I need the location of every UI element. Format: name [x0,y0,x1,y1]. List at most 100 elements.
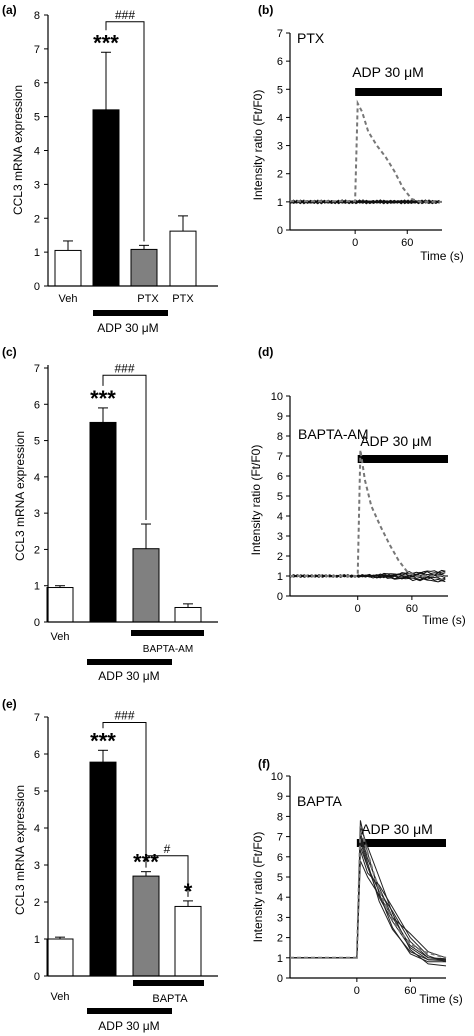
bar [92,109,120,287]
panel-c-label-veh: Veh [51,631,70,643]
x-tick-label: 60 [406,603,418,615]
panel-e-bars: *******#### [46,709,202,977]
panel-c-label: (c) [2,345,17,359]
panel-f-stimulus-label: ADP 30 μM [361,821,433,837]
y-tick-label: 3 [34,860,40,872]
panel-e-label-veh: Veh [51,991,70,1003]
panel-d-condition-label: BAPTA-AM [298,426,369,442]
y-tick-label: 8 [34,10,40,22]
panel-c-y-axis-title: CCL3 mRNA expression [13,431,27,561]
significance-marker: *** [93,30,119,55]
y-tick-label: 6 [34,78,40,90]
y-tick-label: 0 [34,281,40,293]
panel-b-y-axis-title: Intensity ratio (Ft/F0) [251,90,265,201]
bar [132,548,160,623]
panel-a-label-veh: Veh [59,293,78,305]
y-tick-label: 10 [271,771,283,783]
panel-f-plot: 0 1 2 3 4 5 6 7 8 9 10 0 60 [271,771,447,997]
y-tick-label: 9 [277,411,283,423]
stimulus-bar [357,455,448,463]
panel-c-bapta-am-label: BAPTA-AM [143,644,193,655]
panel-d-y-axis-title: Intensity ratio (Ft/F0) [249,445,263,556]
y-tick-label: 7 [277,28,283,40]
cell-trace [289,569,446,578]
y-tick-label: 1 [277,197,283,209]
y-tick-label: 4 [34,823,40,835]
bar [174,905,202,977]
panel-c-bapta-am-condition-bar [131,630,204,636]
response-trace [290,846,447,960]
y-tick-label: 3 [34,508,40,520]
x-tick-label: 0 [354,985,360,997]
panel-a-label-ptx-1: PTX [137,293,159,305]
comparison-bracket [102,374,147,521]
y-tick-label: 6 [34,749,40,761]
comparison-label: ### [115,8,135,22]
y-tick-label: 3 [277,531,283,543]
bar [46,587,74,623]
x-tick-label: 60 [404,985,416,997]
panel-a-bars: *** ### [54,8,197,287]
y-tick-label: 5 [277,491,283,503]
panel-d-plot: 0 1 2 3 4 5 6 7 8 9 10 0 60 [271,391,448,615]
panel-a: (a) CCL3 mRNA expression 0 1 2 3 4 5 6 7 8 *** ##… [2,3,218,335]
panel-a-y-ticks: 0 1 2 3 4 5 6 7 8 [34,10,48,293]
panel-f-x-axis-title: Time (s) [419,992,463,1006]
panel-b-condition-label: PTX [297,30,325,46]
y-tick-label: 0 [277,591,283,603]
y-tick-label: 0 [34,617,40,629]
panel-e-bapta-label: BAPTA [152,993,188,1005]
panel-f-y-axis-title: Intensity ratio (Ft/F0) [251,832,265,943]
panel-c: (c) CCL3 mRNA expression 0 1 2 3 4 5 6 7 *** ###… [2,345,218,683]
panel-c-adp-condition-bar [87,659,172,665]
y-tick-label: 6 [34,399,40,411]
y-tick-label: 4 [277,511,283,523]
y-tick-label: 3 [277,141,283,153]
y-tick-label: 10 [271,391,283,403]
y-tick-label: 6 [277,56,283,68]
y-tick-label: 9 [277,791,283,803]
panel-b-stimulus-label: ADP 30 μM [352,64,424,80]
panel-f: (f) BAPTA Intensity ratio (Ft/F0) 0 1 2 3 4 5… [251,757,463,1006]
y-tick-label: 2 [34,544,40,556]
y-tick-label: 2 [277,169,283,181]
panel-c-bars: *** ### [46,361,202,623]
comparison-bracket [105,21,145,242]
comparison-label: ### [114,709,134,723]
panel-e-y-axis-title: CCL3 mRNA expression [13,785,27,915]
comparison-label: # [164,842,171,856]
x-tick-label: 0 [355,603,361,615]
panel-a-adp-condition-bar [93,310,168,316]
y-tick-label: 4 [277,892,283,904]
y-tick-label: 5 [34,112,40,124]
panel-a-adp-label: ADP 30 μM [97,321,158,335]
bar [169,230,197,287]
y-tick-label: 0 [277,225,283,237]
panel-b-plot: 0 1 2 3 4 5 6 7 0 60 [277,28,442,249]
stimulus-bar [355,88,442,96]
y-tick-label: 7 [34,363,40,375]
panel-e-label: (e) [2,697,17,711]
panel-d-label: (d) [258,345,273,359]
y-tick-label: 2 [277,551,283,563]
panel-f-label: (f) [258,757,270,771]
bar [130,248,158,287]
y-tick-label: 0 [34,971,40,983]
panel-d-x-axis-title: Time (s) [422,613,466,627]
y-tick-label: 4 [34,472,40,484]
y-tick-label: 5 [277,84,283,96]
panel-a-label: (a) [2,3,17,17]
bar [89,421,117,623]
x-tick-label: 60 [401,237,413,249]
control-trace-dashed [290,99,442,203]
panel-e-adp-label: ADP 30 μM [98,1019,159,1033]
y-tick-label: 1 [34,247,40,259]
y-tick-label: 6 [277,471,283,483]
panel-c-adp-label: ADP 30 μM [98,669,159,683]
panel-f-condition-label: BAPTA [297,793,343,809]
y-tick-label: 7 [34,44,40,56]
y-tick-label: 1 [277,953,283,965]
control-trace-dashed [290,826,447,959]
panel-c-y-ticks: 0 1 2 3 4 5 6 7 [34,363,48,629]
